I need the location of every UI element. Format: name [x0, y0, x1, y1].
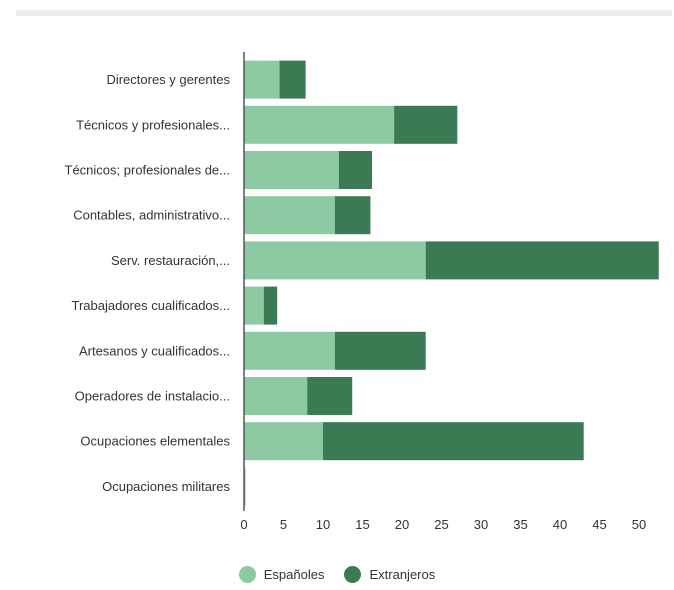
category-label: Directores y gerentes: [106, 72, 230, 87]
bar-segment-extranjeros[interactable]: [425, 241, 659, 280]
chart-legend: Españoles Extranjeros: [0, 566, 674, 583]
legend-swatch-espanoles: [238, 566, 256, 583]
category-label: Ocupaciones elementales: [80, 434, 230, 449]
x-tick-label: 50: [632, 517, 646, 532]
x-tick-label: 30: [474, 517, 488, 532]
legend-label-extranjeros: Extranjeros: [369, 567, 436, 582]
bar-segment-extranjeros[interactable]: [263, 286, 278, 325]
bar-segment-extranjeros[interactable]: [334, 331, 426, 370]
x-tick-label: 40: [553, 517, 567, 532]
bar-segment-espanoles[interactable]: [244, 105, 395, 144]
bar-segment-espanoles[interactable]: [244, 241, 426, 280]
legend-item-espanoles[interactable]: Españoles: [238, 566, 325, 583]
x-tick-label: 15: [355, 517, 369, 532]
category-label: Contables, administrativo...: [73, 208, 230, 223]
category-label: Serv. restauración,...: [111, 253, 230, 268]
x-tick-label: 0: [240, 517, 247, 532]
legend-swatch-extranjeros: [344, 566, 362, 583]
legend-item-extranjeros[interactable]: Extranjeros: [344, 566, 435, 583]
bar-segment-extranjeros[interactable]: [307, 377, 353, 415]
category-label: Técnicos; profesionales de...: [65, 163, 230, 178]
bar-segment-espanoles[interactable]: [244, 286, 264, 325]
bar-segment-espanoles[interactable]: [244, 151, 339, 189]
bar-segment-extranjeros[interactable]: [338, 151, 372, 189]
x-tick-label: 45: [592, 517, 606, 532]
category-label: Trabajadores cualificados...: [72, 298, 231, 313]
x-tick-label: 20: [395, 517, 409, 532]
x-tick-label: 10: [316, 517, 330, 532]
category-label: Ocupaciones militares: [102, 479, 230, 494]
bar-segment-extranjeros[interactable]: [323, 422, 584, 461]
bar-segment-espanoles[interactable]: [244, 60, 280, 99]
stacked-bar-chart: Directores y gerentes Técnicos y profesio…: [65, 52, 659, 532]
bar-segment-espanoles[interactable]: [244, 196, 335, 235]
bar-segment-espanoles[interactable]: [244, 377, 308, 415]
bar-segment-espanoles[interactable]: [244, 467, 246, 506]
bar-segment-extranjeros[interactable]: [334, 196, 371, 235]
bar-segment-extranjeros[interactable]: [394, 105, 458, 144]
x-tick-label: 25: [434, 517, 448, 532]
x-tick-label: 35: [513, 517, 527, 532]
category-label: Operadores de instalacio...: [75, 389, 230, 404]
x-tick-label: 5: [280, 517, 287, 532]
bar-segment-espanoles[interactable]: [244, 331, 335, 370]
category-label: Técnicos y profesionales...: [76, 117, 230, 132]
top-divider: [16, 10, 672, 16]
bar-segment-extranjeros[interactable]: [279, 60, 306, 99]
legend-label-espanoles: Españoles: [263, 567, 325, 582]
category-label: Artesanos y cualificados...: [79, 343, 230, 358]
bar-segment-espanoles[interactable]: [244, 422, 323, 461]
